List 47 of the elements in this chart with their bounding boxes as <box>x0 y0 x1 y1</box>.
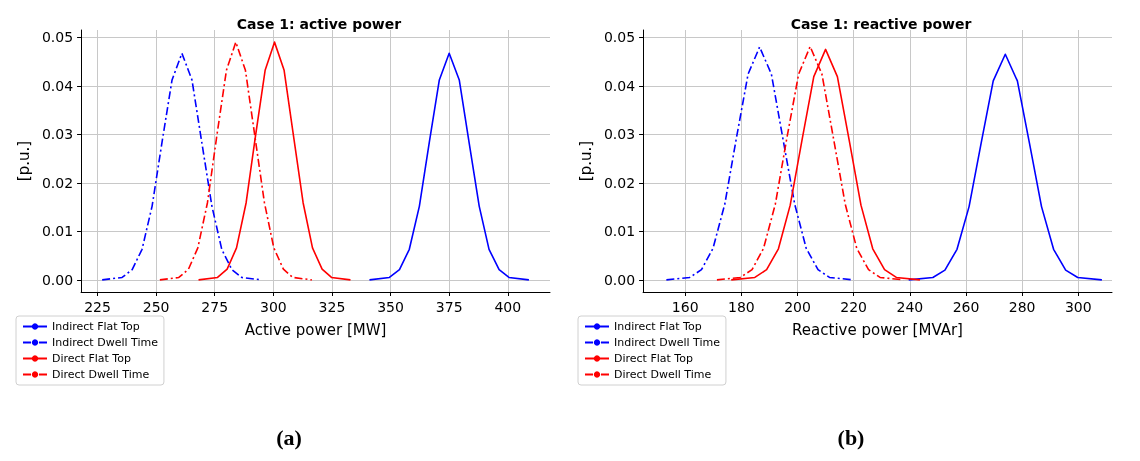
y-tick-label: 0.02 <box>603 174 636 191</box>
y-tick-label: 0.03 <box>603 126 636 143</box>
y-tick-label: 0.02 <box>41 174 74 191</box>
x-tick-label: 225 <box>84 299 111 315</box>
legend-label: Direct Dwell Time <box>614 368 712 381</box>
legend-label: Indirect Dwell Time <box>52 336 159 349</box>
y-tick-label: 0.01 <box>41 223 74 240</box>
line-series <box>368 52 530 281</box>
y-tick-label: 0.05 <box>603 29 636 46</box>
y-tick-label: 0.00 <box>41 271 74 288</box>
y-tick-label: 0.05 <box>41 29 74 46</box>
line-series <box>907 53 1103 281</box>
legend-label: Indirect Dwell Time <box>614 336 721 349</box>
text: (a) <box>276 424 302 450</box>
x-tick-label: 375 <box>435 299 463 315</box>
x-tick-label: 300 <box>259 299 287 315</box>
x-tick-label: 275 <box>201 299 229 315</box>
legend-label: Direct Flat Top <box>52 352 131 365</box>
y-tick-label: 0.03 <box>41 126 74 143</box>
x-tick-label: 350 <box>377 299 404 315</box>
y-tick-label: 0.00 <box>603 271 636 288</box>
y-tick-label: 0.01 <box>603 223 636 240</box>
x-axis-title: Reactive power [MVAr] <box>792 320 963 339</box>
legend-label: Indirect Flat Top <box>614 320 702 333</box>
x-tick-label: 300 <box>1064 299 1092 315</box>
x-tick-label: 260 <box>952 299 980 315</box>
x-tick-label: 240 <box>896 299 924 315</box>
legend-label: Direct Flat Top <box>614 352 693 365</box>
y-axis-title: [p.u.] <box>576 140 595 182</box>
line-series <box>665 46 854 281</box>
text: (b) <box>837 424 865 450</box>
legend-label: Indirect Flat Top <box>52 320 140 333</box>
x-tick-label: 400 <box>494 299 522 315</box>
x-tick-label: 250 <box>142 299 170 315</box>
chart-title: Case 1: reactive power <box>790 16 972 32</box>
x-axis-title: Active power [MW] <box>244 320 387 339</box>
y-tick-label: 0.04 <box>603 77 636 94</box>
y-axis-title: [p.u.] <box>14 140 33 182</box>
x-tick-label: 220 <box>840 299 868 315</box>
y-tick-label: 0.04 <box>41 77 74 94</box>
x-tick-label: 180 <box>727 299 755 315</box>
chart-title: Case 1: active power <box>236 16 402 32</box>
x-tick-label: 325 <box>318 299 346 315</box>
x-tick-label: 200 <box>784 299 811 315</box>
legend-label: Direct Dwell Time <box>52 368 150 381</box>
x-tick-label: 160 <box>671 299 699 315</box>
x-tick-label: 280 <box>1008 299 1036 315</box>
